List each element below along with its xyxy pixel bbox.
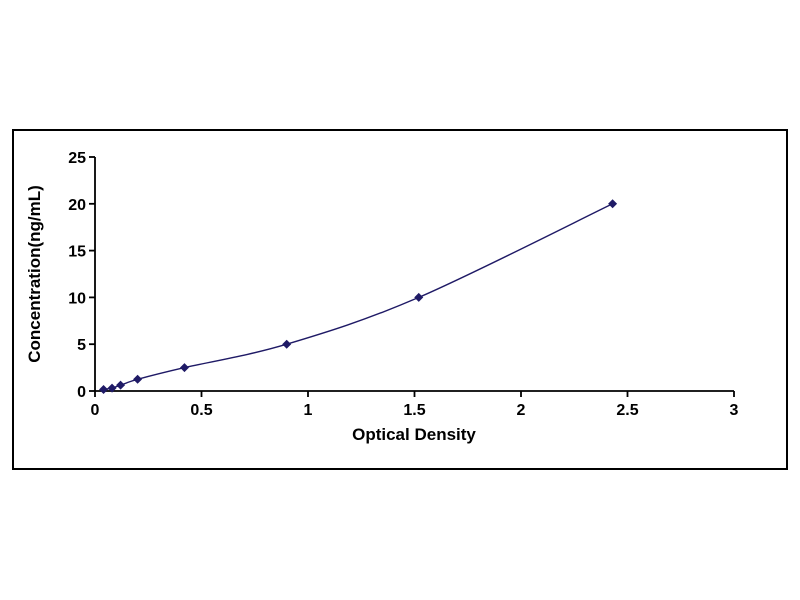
y-tick-label: 0 bbox=[77, 384, 86, 401]
y-tick-label: 5 bbox=[77, 337, 86, 354]
data-point-marker bbox=[414, 292, 424, 302]
data-point-marker bbox=[99, 385, 109, 395]
data-point-marker bbox=[282, 339, 292, 349]
y-tick-label: 15 bbox=[68, 244, 86, 261]
data-point-marker bbox=[116, 380, 126, 390]
x-tick-label: 2.5 bbox=[616, 402, 638, 419]
y-tick-label: 10 bbox=[68, 290, 86, 307]
data-point-marker bbox=[133, 374, 143, 384]
y-tick-label: 20 bbox=[68, 197, 86, 214]
x-tick-label: 2 bbox=[517, 402, 526, 419]
x-tick-label: 0.5 bbox=[190, 402, 212, 419]
data-point-marker bbox=[179, 363, 189, 373]
plot-layer: 0 0.5 1 1.5 2 2.5 3 0 5 10 15 20 25 bbox=[68, 150, 738, 419]
x-tick-label: 1.5 bbox=[403, 402, 425, 419]
standard-curve-chart-frame: 0 0.5 1 1.5 2 2.5 3 0 5 10 15 20 25 Optical Density … bbox=[12, 129, 788, 470]
x-tick-label: 3 bbox=[730, 402, 739, 419]
x-tick-label: 1 bbox=[304, 402, 313, 419]
x-axis-title: Optical Density bbox=[352, 425, 476, 444]
x-tick-label: 0 bbox=[91, 402, 100, 419]
data-point-marker bbox=[107, 383, 117, 393]
y-tick-label: 25 bbox=[68, 150, 86, 167]
standard-curve-line bbox=[103, 203, 613, 391]
data-point-marker bbox=[608, 199, 618, 209]
y-axis-title: Concentration(ng/mL) bbox=[25, 185, 44, 363]
